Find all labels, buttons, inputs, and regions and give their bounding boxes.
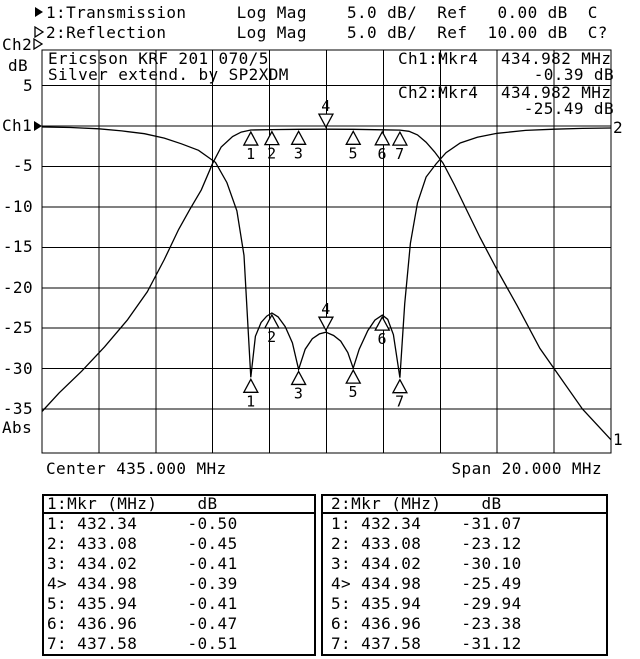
ch1-reference-arrow-icon (34, 121, 42, 131)
marker-1-triangle-icon (242, 377, 259, 393)
db-unit-label: dB (8, 56, 29, 75)
y-tick-label: -25 (2, 318, 33, 338)
marker-7-triangle-icon (391, 130, 408, 146)
y-tick-label: -5 (12, 156, 33, 176)
y-tick-label: 5 (22, 75, 33, 95)
marker-3-number: 3 (294, 144, 303, 162)
marker-table-row: 5: 435.94 -0.41 (47, 594, 238, 613)
marker-6-triangle-icon (374, 130, 391, 146)
marker-7-triangle-icon (391, 378, 408, 394)
marker-2-triangle-icon (263, 313, 280, 329)
trace-ch1 (41, 128, 612, 441)
ch2-marker-readout-freq: 434.982 MHz (501, 83, 612, 102)
marker-5-triangle-icon (345, 368, 362, 384)
ch1-marker-readout-freq: 434.982 MHz (501, 49, 612, 68)
channel1-active-arrow-icon (35, 7, 43, 17)
marker-table-row: 3: 434.02 -0.41 (47, 554, 238, 573)
ch2-marker-readout-value: -25.49 dB (523, 99, 614, 118)
marker-3-triangle-icon (290, 129, 307, 145)
marker-table-row: 3: 434.02 -30.10 (331, 554, 522, 573)
marker-table-ch2: 2:Mkr (MHz) dB 1: 432.34 -31.07 2: 433.08… (321, 494, 608, 656)
ch1-marker-readout-label: Ch1:Mkr4 (398, 49, 479, 68)
marker-1-triangle-icon (242, 130, 259, 146)
marker-table-ch1: 1:Mkr (MHz) dB 1: 432.34 -0.50 2: 433.08 … (42, 494, 316, 656)
marker-table-ch1-header: 1:Mkr (MHz) dB (44, 496, 314, 514)
marker-table-ch2-rows: 1: 432.34 -31.07 2: 433.08 -23.12 3: 434.0… (323, 514, 606, 654)
ch2-axis-label: Ch2 (2, 35, 33, 54)
marker-table-row: 6: 436.96 -23.38 (331, 614, 522, 633)
ch2-reference-arrow-icon (33, 38, 43, 50)
center-frequency-label: Center 435.000 MHz (46, 459, 227, 478)
y-tick-label: -30 (2, 358, 33, 378)
marker-4-triangle-icon (317, 316, 335, 332)
marker-7-number: 7 (395, 393, 404, 411)
marker-5-number: 5 (349, 144, 358, 162)
y-tick-label: -15 (2, 237, 33, 257)
marker-table-ch2-header: 2:Mkr (MHz) dB (323, 496, 606, 514)
marker-5-number: 5 (349, 383, 358, 401)
device-title-line2: Silver extend. by SP2XDM (48, 65, 289, 84)
marker-7-number: 7 (395, 145, 404, 163)
marker-table-row: 2: 433.08 -0.45 (47, 534, 238, 553)
marker-table-row: 7: 437.58 -31.12 (331, 634, 522, 653)
marker-3-number: 3 (294, 384, 303, 402)
marker-table-row: 5: 435.94 -29.94 (331, 594, 522, 613)
trace-end-label-ch1: 1 (613, 429, 624, 449)
marker-table-ch1-rows: 1: 432.34 -0.50 2: 433.08 -0.45 3: 434.02 … (44, 514, 314, 654)
y-tick-label: -35 (2, 399, 33, 419)
header-line-ch1: 1:Transmission Log Mag 5.0 dB/ Ref 0.00 … (46, 3, 598, 22)
marker-6-number: 6 (378, 145, 387, 163)
marker-table-row: 4> 434.98 -25.49 (331, 574, 522, 593)
marker-5-triangle-icon (345, 129, 362, 145)
marker-6-number: 6 (378, 330, 387, 348)
marker-1-number: 1 (246, 145, 255, 163)
marker-table-row: 7: 437.58 -0.51 (47, 634, 238, 653)
header-line-ch2: 2:Reflection Log Mag 5.0 dB/ Ref 10.00 d… (46, 23, 608, 42)
marker-4-number: 4 (321, 97, 330, 115)
device-title-line1: Ericsson KRF 201 070/5 (48, 49, 269, 68)
marker-table-row: 6: 436.96 -0.47 (47, 614, 238, 633)
ch1-axis-label: Ch1 (2, 116, 33, 135)
marker-4-triangle-icon (317, 113, 335, 129)
y-tick-label: -20 (2, 277, 33, 297)
marker-2-triangle-icon (263, 130, 280, 146)
marker-2-number: 2 (267, 328, 276, 346)
marker-table-row: 1: 432.34 -0.50 (47, 514, 238, 533)
marker-3-triangle-icon (290, 370, 307, 386)
marker-table-row: 4> 434.98 -0.39 (47, 574, 238, 593)
marker-6-triangle-icon (374, 315, 391, 331)
span-frequency-label: Span 20.000 MHz (451, 459, 602, 478)
trace-ch2 (41, 126, 612, 378)
marker-table-row: 1: 432.34 -31.07 (331, 514, 522, 533)
marker-2-number: 2 (267, 145, 276, 163)
y-tick-label: -10 (2, 196, 33, 216)
channel2-arrow-icon (34, 26, 44, 38)
ch1-marker-readout-value: -0.39 dB (533, 65, 614, 84)
trace-end-label-ch2: 2 (613, 118, 624, 138)
marker-4-number: 4 (321, 300, 330, 318)
marker-table-row: 2: 433.08 -23.12 (331, 534, 522, 553)
marker-1-number: 1 (246, 392, 255, 410)
ch2-marker-readout-label: Ch2:Mkr4 (398, 83, 479, 102)
abs-scale-label: Abs (2, 418, 33, 437)
